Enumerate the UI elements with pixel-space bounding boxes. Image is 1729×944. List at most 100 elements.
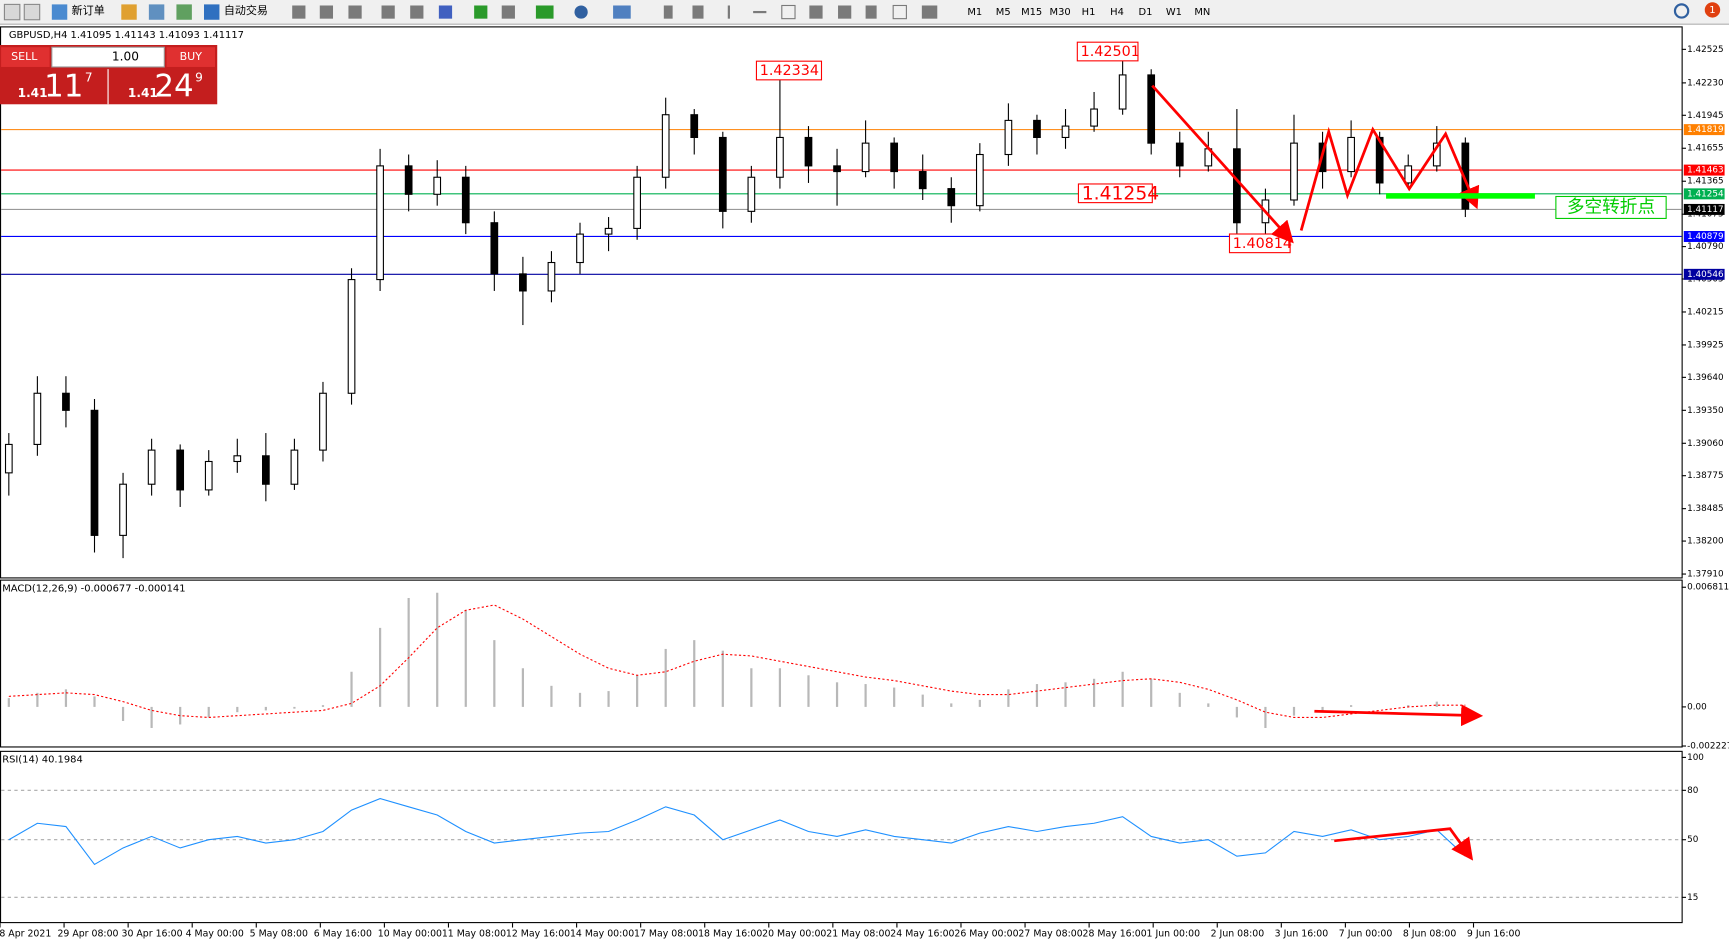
buy-price-big[interactable]: 24	[154, 68, 193, 104]
x-tick-label: 3 Jun 16:00	[1275, 929, 1329, 940]
candle-body	[975, 153, 984, 207]
y-tick-label: 1.39640	[1687, 373, 1724, 383]
buy-button[interactable]	[166, 47, 216, 67]
candle-body	[261, 455, 270, 485]
price-annotation: 1.42334	[760, 63, 819, 79]
price-tag	[1683, 268, 1725, 280]
icon[interactable]	[121, 4, 137, 20]
buy-price-prefix[interactable]: 1.41	[128, 86, 158, 100]
price-tag	[1683, 164, 1725, 176]
macd-signal	[8, 604, 1466, 718]
icon[interactable]	[23, 3, 41, 21]
candle-body	[890, 142, 899, 173]
y-tick-label: 1.39060	[1687, 439, 1724, 449]
candle-body	[461, 176, 470, 224]
auto-trade-icon[interactable]	[203, 4, 220, 20]
candle-body	[747, 176, 756, 212]
candle-body	[519, 273, 527, 292]
candle-body	[376, 165, 384, 281]
period-button[interactable]: H1	[1082, 7, 1096, 18]
candle-body	[604, 227, 613, 235]
buy-label: BUY	[180, 50, 203, 63]
x-tick-label: 17 May 08:00	[634, 929, 698, 940]
x-tick-label: 14 May 00:00	[570, 929, 634, 940]
icon[interactable]	[148, 4, 165, 20]
macd-arrow	[1314, 704, 1484, 727]
macd-header: MACD(12,26,9) -0.000677 -0.000141	[2, 583, 185, 594]
candle-body	[547, 261, 556, 292]
candle-body	[404, 165, 413, 195]
notification-badge[interactable]	[1704, 2, 1721, 18]
candle-body	[33, 392, 42, 445]
sell-price-prefix[interactable]: 1.41	[18, 86, 48, 100]
candle-body	[90, 409, 99, 536]
candle-body	[1090, 108, 1098, 127]
price-annotation: 1.42501	[1081, 44, 1140, 60]
candle-body	[918, 171, 927, 190]
y-tick-label: 80	[1687, 786, 1699, 796]
new-order[interactable]: 新订单	[72, 3, 105, 17]
price-tag	[1683, 230, 1725, 242]
period-buttons: M1 M5 M15 M30 H1 H4 D1 W1 MN	[967, 7, 1210, 18]
candle-body	[1061, 125, 1070, 139]
sell-price-big[interactable]: 11	[44, 68, 83, 104]
price-tag-label: 1.40546	[1687, 270, 1724, 280]
pivot-label: 多空转折点	[1567, 197, 1655, 217]
tool-icons	[292, 4, 938, 20]
price-tag-label: 1.40879	[1687, 232, 1723, 242]
candle-body	[1033, 119, 1041, 139]
period-button[interactable]: H4	[1110, 7, 1124, 18]
y-tick-label: 1.42230	[1687, 78, 1724, 88]
sell-price-small[interactable]: 7	[85, 70, 93, 84]
volume-input[interactable]	[51, 46, 165, 68]
trend-arrow	[1151, 84, 1294, 244]
x-tick-label: 27 May 08:00	[1018, 929, 1082, 940]
period-button[interactable]: M5	[996, 7, 1011, 18]
candle-body	[861, 142, 870, 173]
period-button[interactable]: D1	[1138, 7, 1152, 18]
sell-button[interactable]	[1, 47, 50, 67]
y-tick-label: 1.40215	[1687, 307, 1723, 317]
period-button[interactable]: M30	[1050, 7, 1071, 18]
x-tick-label: 28 May 16:00	[1082, 929, 1146, 940]
y-tick-label: 1.38485	[1687, 504, 1723, 514]
price-tag-label: 1.41117	[1687, 205, 1723, 215]
candle-body	[690, 114, 699, 139]
x-tick-label: 8 Jun 08:00	[1403, 929, 1457, 940]
buy-price-small[interactable]: 9	[195, 70, 203, 84]
search[interactable]	[1673, 3, 1690, 19]
auto-trade[interactable]: 自动交易	[224, 3, 268, 17]
candle-body	[490, 222, 499, 275]
x-tick-label: 5 May 08:00	[250, 929, 308, 940]
price-annotation-box	[1076, 41, 1139, 62]
pivot-box	[1555, 195, 1667, 219]
candle-body	[1175, 142, 1184, 167]
y-tick-label: 1.42525	[1687, 45, 1723, 55]
volume: 1.00	[112, 50, 139, 64]
period-button[interactable]: MN	[1194, 7, 1210, 18]
y-tick-label: 1.40790	[1687, 242, 1724, 252]
candle-body	[1404, 165, 1413, 184]
icon[interactable]	[176, 4, 192, 20]
x-tick-label: 30 Apr 16:00	[122, 929, 183, 940]
x-tick-label: 26 May 00:00	[954, 929, 1018, 940]
x-tick-label: 1 Jun 00:00	[1147, 929, 1201, 940]
period-button[interactable]: M1	[967, 7, 982, 18]
price-tag	[1683, 188, 1725, 200]
notification-count: 1	[1709, 5, 1715, 16]
x-tick-label: 21 May 08:00	[826, 929, 890, 940]
main-panel	[0, 26, 1683, 579]
y-tick-label: 1.41945	[1687, 111, 1723, 121]
new-order-icon[interactable]	[51, 4, 68, 20]
candle-body	[1347, 136, 1355, 173]
candle-body	[1004, 119, 1013, 156]
candle-body	[4, 443, 13, 474]
toolbar: 新订单 自动交易 M1 M5 M15 M30 H1 H4 D1 W1 MN 1	[0, 0, 1729, 25]
drawings	[1151, 84, 1484, 861]
period-button[interactable]: W1	[1166, 7, 1182, 18]
y-tick-label: 1.39350	[1687, 406, 1724, 416]
period-button[interactable]: M15	[1021, 7, 1042, 18]
candle-body	[833, 165, 841, 173]
y-tick-label: 1.38775	[1687, 471, 1723, 481]
icon[interactable]	[3, 3, 21, 21]
